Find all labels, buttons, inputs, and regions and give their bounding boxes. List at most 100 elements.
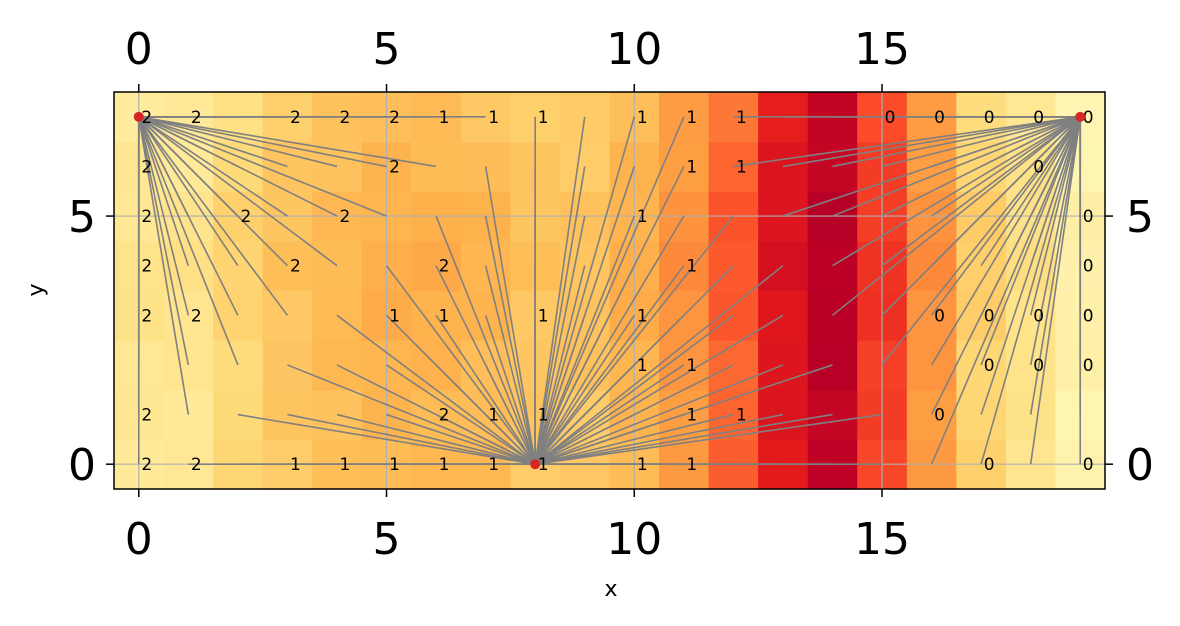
cell-value-label: 0 — [885, 108, 896, 128]
cell-value-label: 0 — [984, 108, 995, 128]
heat-cell — [906, 290, 957, 341]
cell-value-label: 1 — [736, 108, 747, 128]
link-line — [534, 314, 734, 465]
x-tick-label-bottom: 10 — [606, 514, 662, 565]
cell-value-label: 2 — [389, 157, 400, 177]
link-line — [1029, 116, 1081, 266]
link-line — [137, 116, 190, 415]
link-line — [484, 315, 536, 465]
cell-value-label: 1 — [686, 157, 697, 177]
link-line — [386, 364, 536, 465]
cell-value-label: 0 — [934, 306, 945, 326]
cell-value-label: 2 — [191, 306, 202, 326]
cell-value-label: 1 — [686, 356, 697, 376]
link-line — [832, 116, 1081, 217]
link-line — [534, 116, 685, 465]
heat-cell — [708, 340, 759, 391]
cell-value-label: 2 — [389, 108, 400, 128]
link-line — [534, 215, 586, 465]
cell-value-label: 1 — [290, 455, 301, 475]
cell-value-label: 1 — [637, 306, 648, 326]
reference-nodes — [133, 111, 1086, 470]
link-line — [881, 116, 1081, 366]
heat-cell — [213, 340, 264, 391]
link-line — [1029, 116, 1082, 366]
cell-value-label: 0 — [984, 455, 995, 475]
cell-value-label: 1 — [538, 108, 549, 128]
cell-value-label: 1 — [538, 306, 549, 326]
cell-value-label: 1 — [686, 455, 697, 475]
link-line — [930, 116, 1081, 465]
link-line — [980, 116, 1081, 168]
cell-value-label: 2 — [141, 306, 152, 326]
link-line — [534, 265, 586, 465]
cell-value-label: 2 — [439, 406, 450, 426]
link-line — [930, 116, 1081, 316]
cell-value-label: 1 — [538, 406, 549, 426]
link-line — [435, 314, 536, 465]
x-tick-label-top: 10 — [606, 24, 662, 75]
link-line — [435, 215, 536, 465]
link-line — [534, 265, 685, 465]
cell-value-label: 0 — [984, 306, 995, 326]
cell-value-label: 0 — [1083, 356, 1094, 376]
cell-value-label: 2 — [240, 207, 251, 227]
x-tick-label-top: 5 — [373, 24, 401, 75]
cell-value-label: 2 — [141, 455, 152, 475]
cell-value-label: 1 — [439, 306, 450, 326]
link-line — [137, 116, 190, 366]
link-line — [484, 364, 536, 465]
cell-value-label: 0 — [934, 406, 945, 426]
link-line — [138, 116, 338, 267]
link-line — [832, 116, 1081, 168]
link-line — [138, 116, 288, 267]
heat-cell — [906, 340, 957, 391]
link-line — [534, 364, 833, 465]
link-line — [534, 314, 784, 465]
x-tick-label-bottom: 15 — [854, 514, 910, 565]
link-lines — [137, 116, 1082, 465]
cell-value-label: 0 — [1083, 257, 1094, 277]
link-line — [534, 166, 636, 465]
cell-value-label: 1 — [637, 455, 648, 475]
cell-value-label: 2 — [290, 257, 301, 277]
link-line — [1029, 116, 1081, 217]
cell-value-label: 0 — [1033, 157, 1044, 177]
link-line — [534, 166, 685, 465]
heat-cell — [807, 340, 858, 391]
cell-value-label: 1 — [686, 108, 697, 128]
link-line — [881, 116, 1081, 267]
link-line — [534, 413, 734, 465]
link-line — [138, 116, 288, 217]
y-axis-label: y — [24, 283, 49, 296]
link-line — [980, 116, 1081, 366]
link-line — [534, 116, 586, 465]
cell-value-label: 2 — [141, 257, 152, 277]
link-line — [535, 413, 784, 465]
link-line — [138, 116, 289, 316]
cell-value-label: 2 — [141, 207, 152, 227]
cell-value-label: 1 — [488, 108, 499, 128]
cell-value-label: 1 — [736, 157, 747, 177]
link-line — [137, 116, 190, 316]
link-line — [534, 166, 586, 465]
link-line — [534, 215, 685, 465]
link-line — [782, 116, 1081, 168]
link-line — [1029, 116, 1082, 465]
link-line — [534, 215, 735, 465]
link-line — [931, 116, 1081, 217]
heat-cell — [807, 389, 858, 440]
cell-value-label: 0 — [1033, 306, 1044, 326]
heat-cell — [1005, 389, 1057, 440]
link-line — [484, 166, 536, 465]
cell-value-label: 0 — [1083, 306, 1094, 326]
cell-value-label: 0 — [1033, 108, 1044, 128]
x-axis-label: x — [604, 577, 617, 602]
cell-value-label: 0 — [934, 108, 945, 128]
link-line — [336, 314, 536, 465]
cell-value-label: 0 — [984, 356, 995, 376]
link-line — [485, 413, 536, 465]
link-line — [138, 116, 387, 168]
